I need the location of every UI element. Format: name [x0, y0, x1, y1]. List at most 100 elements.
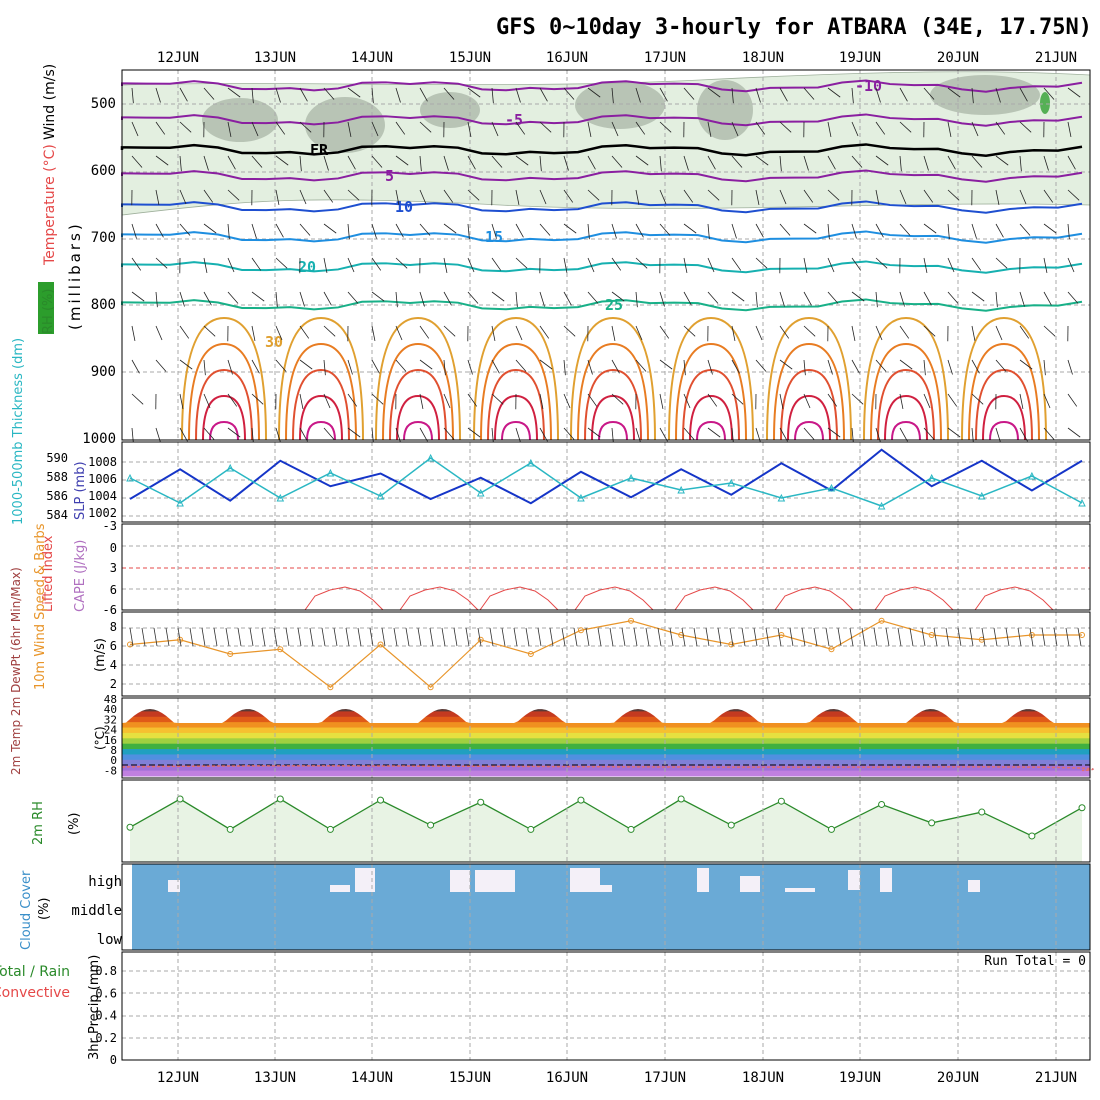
wind-barb [467, 427, 481, 438]
wind-barb [347, 427, 361, 438]
wind-barb [683, 87, 695, 100]
lifted-index-label: Lifted Index [41, 535, 56, 612]
wind-barb [611, 189, 613, 206]
wind-barb [251, 393, 264, 405]
wind-barb [131, 393, 144, 405]
wind-barb [923, 189, 934, 203]
wind10-barb [741, 627, 746, 647]
wind-barb [323, 87, 335, 100]
rh-high-blob [420, 92, 480, 128]
wind-barb [923, 257, 928, 274]
date-label-bottom: 13JUN [254, 1070, 296, 1086]
rh2m-point [1028, 832, 1036, 840]
wind-barb [659, 87, 668, 102]
wind-barb [131, 121, 139, 137]
wind-barb [203, 121, 205, 138]
wind-barb [587, 257, 595, 273]
wind-barb [779, 359, 793, 370]
wind10-barb [129, 627, 134, 647]
wind10-point [227, 651, 234, 657]
warm-isotherm [696, 420, 726, 441]
wind10-barb [1017, 627, 1022, 647]
cloud-level-label: middle [71, 903, 122, 919]
wind-barb [899, 257, 901, 274]
thickness-point [827, 483, 836, 492]
wind-barb [755, 87, 761, 103]
rh2m-point [176, 795, 184, 803]
wind-barb [923, 87, 935, 100]
wind10-barb [489, 627, 494, 647]
temp2m-tick: 32 [104, 713, 117, 726]
slp-bg [122, 442, 1090, 522]
warm-isotherm [584, 368, 642, 441]
wind10-barb [165, 627, 170, 647]
wind-barb [731, 87, 734, 104]
warm-isotherm [598, 420, 628, 441]
wind10-barb [765, 627, 770, 647]
wind-barb [995, 393, 997, 410]
wind-label: Wind (m/s) [42, 64, 58, 140]
rh-high-blob [202, 98, 278, 142]
pressure-tick: 500 [91, 96, 116, 112]
warm-isotherm [209, 420, 239, 441]
slp-tick: 1004 [88, 489, 117, 503]
wind-barb [875, 359, 887, 372]
lifted-index-hump [574, 586, 654, 611]
wind-barb [299, 257, 301, 274]
warm-isotherm [877, 368, 935, 441]
pressure-tick: 600 [91, 163, 116, 179]
wind-barb [683, 155, 689, 171]
wind-barb [659, 393, 664, 410]
temp-band [122, 754, 1090, 761]
wind-barb [371, 87, 374, 104]
wind-barb [227, 121, 232, 138]
wind-barb [395, 257, 408, 269]
wind-barb [947, 87, 961, 98]
wind10-barb [957, 627, 962, 647]
wind10-barb [333, 627, 338, 647]
wind-barb [419, 393, 424, 410]
wind-barb [1019, 393, 1024, 410]
warm-isotherm [891, 420, 921, 441]
date-label-top: 16JUN [546, 50, 588, 66]
wind10-barb [909, 627, 914, 647]
slp-label: SLP (mb) [73, 461, 88, 520]
slp-frame [121, 441, 1091, 523]
wind-barb [755, 393, 757, 410]
isotherm-label: 30 [265, 333, 283, 351]
wind-barb [563, 393, 571, 409]
wind-barb [371, 427, 374, 444]
wind-barb [323, 359, 326, 376]
wind10-frame [121, 611, 1091, 697]
wind-barb [1043, 189, 1054, 203]
wind10-barb [441, 627, 446, 647]
wind-barb [347, 325, 349, 342]
wind-barb [1019, 87, 1028, 102]
warm-isotherm [968, 342, 1040, 441]
isotherm-label: 20 [298, 258, 316, 276]
pressure-tick: 700 [91, 230, 116, 246]
wind-barb [803, 291, 812, 306]
rh2m-point [577, 796, 585, 804]
rh-2m-panel [121, 779, 1091, 863]
cloud-cover-panel: high middle low [71, 863, 1091, 951]
wind-barb [371, 393, 384, 405]
warm-isotherm [794, 420, 824, 441]
rh2m-point [477, 798, 485, 806]
wind10-barb [285, 627, 290, 647]
wind10-point [678, 632, 685, 638]
wind-barb [203, 223, 217, 234]
date-label-top: 14JUN [351, 50, 393, 66]
wind10-barb [669, 627, 674, 647]
wind-barb [1067, 427, 1081, 438]
warm-isotherm [487, 368, 545, 441]
wind-barb [851, 257, 862, 271]
wind10-barb [321, 627, 326, 647]
wind-barb [1067, 155, 1076, 170]
temp-mask [122, 698, 1090, 723]
wind-barb [827, 427, 841, 438]
wind10-barb [501, 627, 506, 647]
wind-barb [1019, 427, 1028, 442]
wind-barb [539, 223, 551, 236]
